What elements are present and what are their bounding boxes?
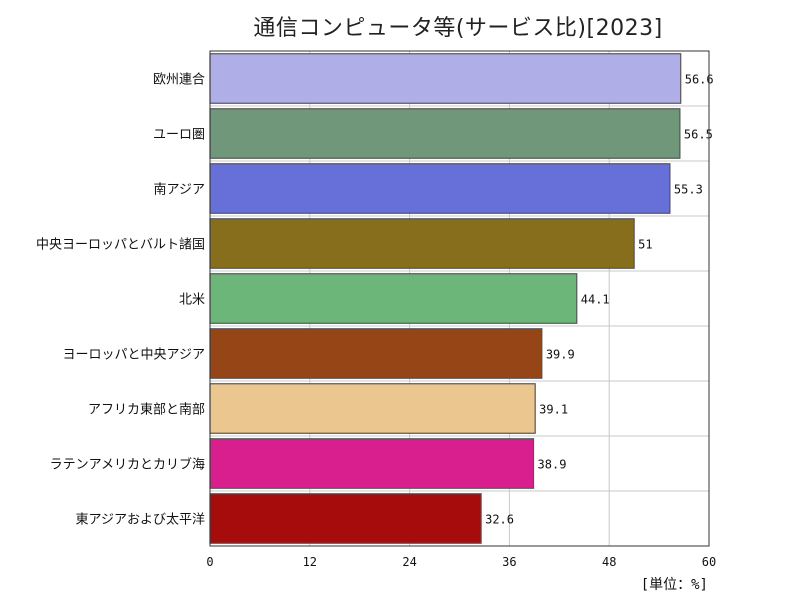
category-label: 中央ヨーロッパとバルト諸国 xyxy=(36,237,205,253)
bar xyxy=(209,53,682,104)
bar xyxy=(209,108,681,159)
bar-layer xyxy=(209,53,682,544)
category-label: 欧州連合 xyxy=(153,73,205,88)
value-label: 38.9 xyxy=(538,458,567,472)
bar xyxy=(209,438,535,489)
x-tick-label: 12 xyxy=(303,555,317,569)
value-label: 32.6 xyxy=(485,513,514,527)
unit-label: [単位：%] xyxy=(640,577,708,593)
x-tick-label: 0 xyxy=(206,555,213,569)
bar xyxy=(209,383,536,434)
category-label: ヨーロッパと中央アジア xyxy=(63,348,205,363)
category-label: ラテンアメリカとカリブ海 xyxy=(50,457,205,473)
value-label: 56.5 xyxy=(684,128,713,142)
value-label: 39.1 xyxy=(539,403,568,417)
chart-title: 通信コンピュータ等(サービス比)[2023] xyxy=(253,16,663,41)
category-label: 北米 xyxy=(179,293,205,308)
bar xyxy=(209,218,635,269)
category-label: ユーロ圏 xyxy=(153,128,205,143)
x-tick-label: 24 xyxy=(402,555,416,569)
value-label: 55.3 xyxy=(674,183,703,197)
category-label: 東アジアおよび太平洋 xyxy=(76,512,205,528)
plot-frame xyxy=(209,50,710,547)
bar xyxy=(209,163,671,214)
x-axis-ticks: 0 12 24 36 48 60 xyxy=(206,555,716,569)
value-label: 39.9 xyxy=(546,348,575,362)
category-label: アフリカ東部と南部 xyxy=(88,402,205,418)
value-label: 51 xyxy=(638,238,652,252)
bar xyxy=(209,273,578,324)
bar xyxy=(209,493,482,544)
bar xyxy=(209,328,543,379)
value-labels: 56.6 56.5 55.3 51 44.1 39.9 39.1 38.9 32.6 xyxy=(485,73,714,527)
x-tick-label: 60 xyxy=(702,555,716,569)
value-label: 56.6 xyxy=(685,73,714,87)
category-labels: 欧州連合ユーロ圏南アジア中央ヨーロッパとバルト諸国北米ヨーロッパと中央アジアアフ… xyxy=(36,73,205,528)
x-tick-label: 36 xyxy=(502,555,516,569)
x-tick-label: 48 xyxy=(602,555,616,569)
category-label: 南アジア xyxy=(154,182,205,198)
value-label: 44.1 xyxy=(581,293,610,307)
